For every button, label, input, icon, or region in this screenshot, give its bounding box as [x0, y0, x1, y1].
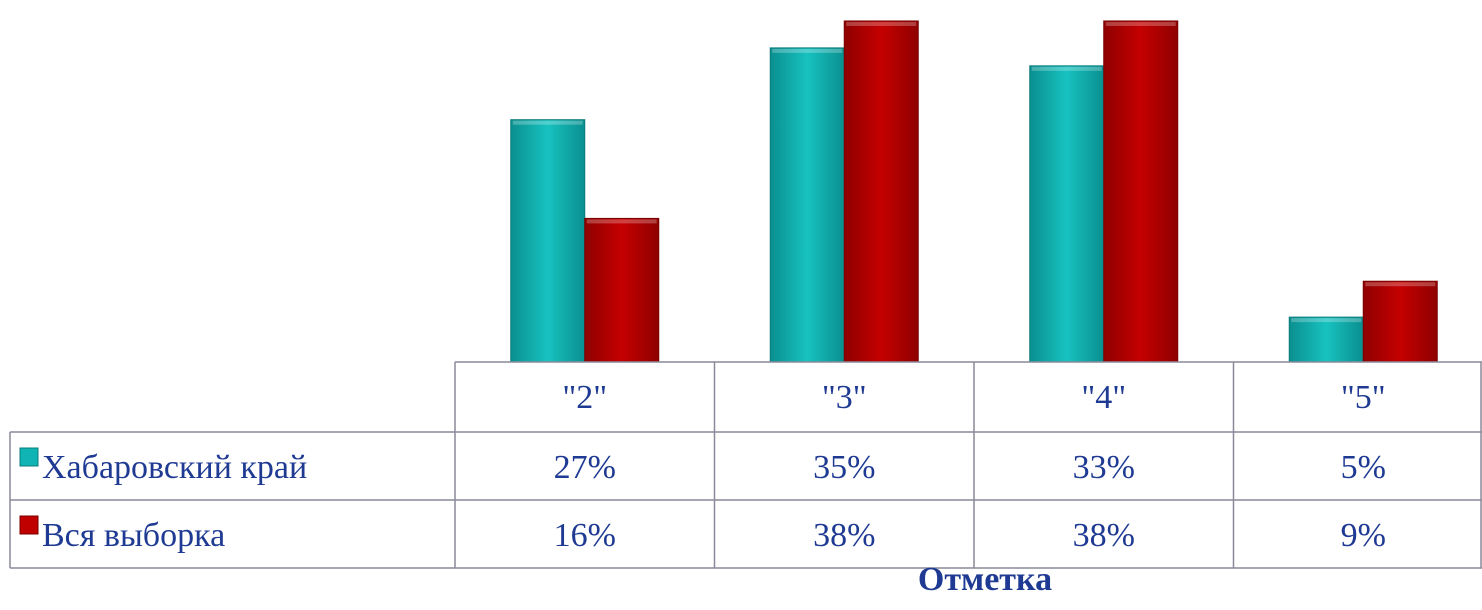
category-label: "4" [1081, 379, 1126, 416]
category-label: "5" [1341, 379, 1386, 416]
data-table: "2" "3" "4" "5" Хабаровский край 27% 35% 33% 5% В… [9, 361, 1482, 569]
data-label: 38% [813, 517, 875, 554]
bar-khabarovsk-4 [1029, 65, 1105, 363]
bar-highlight [1291, 318, 1362, 323]
x-axis-label: Отметка [918, 561, 1052, 598]
series-name: Хабаровский край [42, 449, 307, 486]
bar-highlight [1105, 21, 1176, 26]
data-label: 38% [1073, 517, 1135, 554]
bar-highlight [772, 48, 843, 53]
series-name: Вся выборка [42, 517, 225, 554]
data-label: 5% [1341, 449, 1386, 486]
bars-layer [510, 20, 1438, 363]
bar-all-4 [1103, 20, 1179, 363]
bar-all-5 [1362, 280, 1438, 363]
bar-khabarovsk-2 [510, 119, 586, 363]
data-label: 16% [554, 517, 616, 554]
bar-khabarovsk-3 [769, 47, 845, 363]
legend-key-all [19, 515, 39, 535]
data-label: 35% [813, 449, 875, 486]
bar-all-2 [584, 217, 660, 363]
category-label: "3" [822, 379, 867, 416]
bar-highlight [586, 219, 657, 224]
bar-highlight [846, 21, 917, 26]
legend-key-khabarovsk [19, 447, 39, 467]
bar-highlight [1365, 282, 1436, 287]
data-label: 33% [1073, 449, 1135, 486]
bar-highlight [1031, 66, 1102, 71]
category-label: "2" [562, 379, 607, 416]
bar-khabarovsk-5 [1288, 316, 1364, 363]
data-label: 27% [554, 449, 616, 486]
bar-highlight [512, 120, 583, 125]
data-label: 9% [1341, 517, 1386, 554]
bar-all-3 [843, 20, 919, 363]
